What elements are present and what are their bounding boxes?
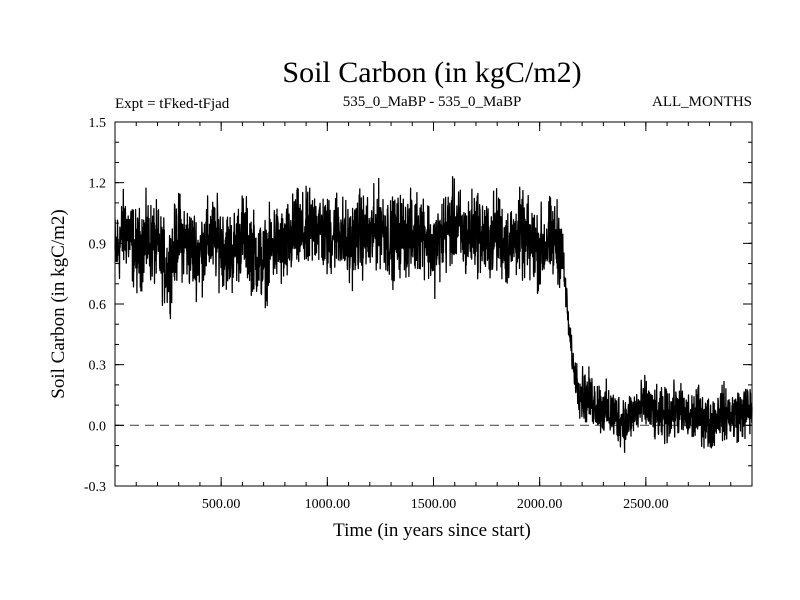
x-tick-label: 2500.00 — [623, 497, 669, 512]
experiment-label: Expt = tFked-tFjad — [115, 96, 230, 112]
y-tick-label: 0.6 — [89, 298, 107, 313]
chart-title: Soil Carbon (in kgC/m2) — [282, 56, 581, 89]
x-axis-label: Time (in years since start) — [333, 520, 531, 541]
y-tick-label: 1.2 — [89, 177, 107, 192]
y-tick-label: 1.5 — [89, 116, 107, 131]
x-tick-label: 500.00 — [202, 497, 241, 512]
months-label: ALL_MONTHS — [652, 94, 752, 110]
comparison-label: 535_0_MaBP - 535_0_MaBP — [343, 94, 522, 110]
x-tick-label: 2000.00 — [517, 497, 563, 512]
y-tick-label: 0.0 — [89, 419, 107, 434]
x-tick-label: 1500.00 — [411, 497, 457, 512]
y-tick-label: 0.9 — [89, 237, 107, 252]
y-tick-label: -0.3 — [84, 480, 106, 495]
series-line — [114, 175, 753, 453]
x-tick-label: 1000.00 — [305, 497, 351, 512]
plot-area: -0.3 0.0 0.3 0.6 0.9 1.2 1.5 500.00 1000.00 1500.… — [84, 116, 753, 512]
y-axis-label: Soil Carbon (in kgC/m2) — [48, 209, 69, 398]
y-tick-label: 0.3 — [89, 359, 107, 374]
